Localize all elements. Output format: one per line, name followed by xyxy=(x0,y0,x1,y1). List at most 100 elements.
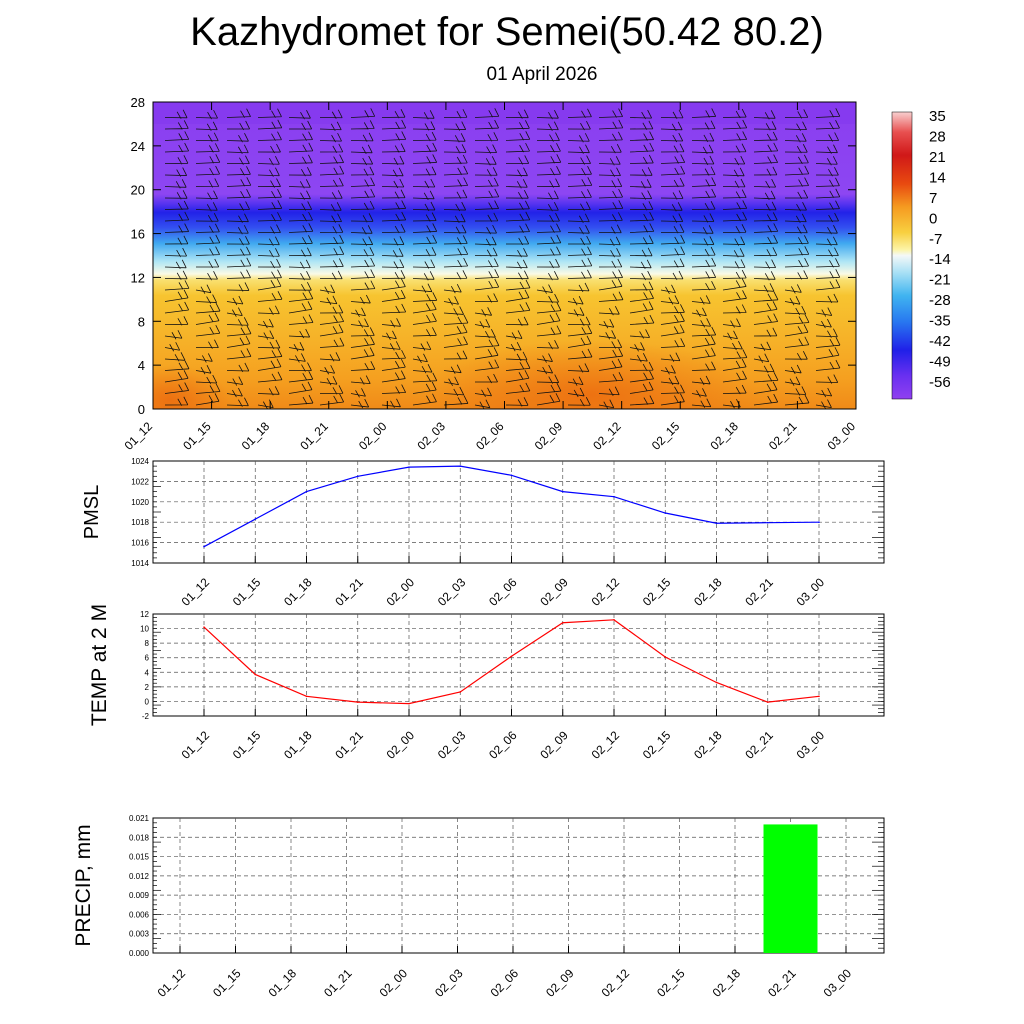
wind-barb xyxy=(815,293,839,304)
wind-barb xyxy=(412,372,438,383)
wind-barb xyxy=(536,312,561,325)
y-tick-label: 4 xyxy=(145,668,150,677)
data-point xyxy=(766,701,769,703)
plot-frame xyxy=(152,817,885,954)
wind-barb xyxy=(784,121,807,131)
wind-barb xyxy=(226,362,250,373)
wind-barb xyxy=(443,235,468,245)
y-tick-label: 1024 xyxy=(131,457,149,466)
wind-barb xyxy=(474,373,498,384)
y-tick-label: 8 xyxy=(145,639,150,648)
wind-barb xyxy=(195,393,220,406)
colorbar-label: -42 xyxy=(929,333,951,350)
wind-barb xyxy=(226,246,251,256)
wind-barb xyxy=(722,108,747,119)
x-tick-label: 02_21 xyxy=(766,419,800,453)
y-tick-label: 20 xyxy=(131,183,145,198)
wind-barb xyxy=(257,318,274,329)
y-tick-label: 1018 xyxy=(131,518,149,527)
wind-barb xyxy=(753,247,778,257)
wind-barb xyxy=(226,108,251,118)
data-point xyxy=(766,521,769,524)
wind-barb xyxy=(381,349,406,360)
wind-barb xyxy=(691,257,717,268)
wind-barb xyxy=(288,259,311,269)
wind-barb xyxy=(815,359,841,371)
y-tick-label: 10 xyxy=(140,625,149,634)
wind-barb xyxy=(350,144,373,155)
wind-barb xyxy=(443,154,468,165)
wind-barb xyxy=(629,342,645,352)
wind-barb xyxy=(350,188,376,199)
wind-barb xyxy=(753,341,772,351)
wind-barb xyxy=(722,384,747,395)
wind-barb xyxy=(350,166,375,176)
wind-barb xyxy=(598,119,624,130)
wind-barb xyxy=(598,212,623,222)
wind-barb xyxy=(257,358,282,371)
wind-barb xyxy=(257,291,283,302)
wind-barb xyxy=(474,108,500,118)
wind-barb xyxy=(412,154,438,164)
wind-barb xyxy=(567,269,592,279)
y-axis-label: PRECIP, mm xyxy=(72,824,95,946)
plot-frame xyxy=(152,460,885,564)
wind-barb xyxy=(567,108,592,118)
wind-barb xyxy=(691,388,707,398)
x-tick-label: 02_18 xyxy=(710,966,744,1000)
wind-barb xyxy=(784,324,809,337)
wind-barb xyxy=(443,395,469,406)
x-tick-label: 02_09 xyxy=(537,728,571,762)
wind-barb xyxy=(381,200,407,210)
wind-barb xyxy=(350,361,376,371)
wind-barb xyxy=(288,120,313,131)
wind-barb xyxy=(257,212,282,222)
wind-barb xyxy=(319,132,342,143)
wind-barb xyxy=(598,247,621,258)
wind-barb xyxy=(815,247,839,257)
wind-barb xyxy=(474,132,499,142)
x-tick-label: 01_21 xyxy=(332,728,366,762)
wind-barb xyxy=(629,329,650,339)
wind-barb xyxy=(567,201,591,211)
wind-barb xyxy=(257,269,282,279)
x-tick-label: 01_21 xyxy=(321,966,355,1000)
y-tick-label: 1022 xyxy=(131,477,149,486)
wind-barb xyxy=(784,386,807,396)
wind-barb xyxy=(350,213,374,223)
wind-barb xyxy=(474,156,497,166)
wind-barb xyxy=(722,178,746,189)
x-tick-label: 02_06 xyxy=(486,575,520,609)
temp2m-panel: -2 0 2 4 6 8 10 12 01_12 01_15 01_18 01_21 02_00 02_0… xyxy=(88,604,885,762)
x-tick-label: 02_06 xyxy=(473,419,507,453)
wind-barb xyxy=(567,316,591,326)
wind-barb xyxy=(629,190,653,200)
wind-barb xyxy=(195,365,212,375)
chart-title: Kazhydromet for Semei(50.42 80.2) xyxy=(190,10,824,54)
wind-barb xyxy=(443,270,468,280)
temperature-wind-cross-section: 0 4 8 12 16 20 24 28 01_12 01_15 01_18 01_21 02_00 02… xyxy=(122,95,859,453)
wind-barb xyxy=(412,142,438,153)
wind-barb xyxy=(567,225,590,235)
wind-barb xyxy=(288,381,313,394)
wind-barb xyxy=(381,330,397,340)
wind-barb xyxy=(753,201,777,212)
y-tick-label: 8 xyxy=(138,314,145,329)
wind-barb xyxy=(722,318,741,328)
wind-barb xyxy=(381,341,401,351)
pmsl-panel: 1014 1016 1018 1020 1022 1024 01_12 01_15 01_18 0… xyxy=(81,457,885,609)
y-tick-label: 0.012 xyxy=(129,872,150,881)
wind-barb xyxy=(536,202,559,212)
wind-barb xyxy=(815,328,838,338)
wind-barb xyxy=(164,316,189,326)
wind-barb xyxy=(815,156,838,166)
wind-barb xyxy=(505,279,531,291)
wind-barb xyxy=(753,313,779,325)
wind-barb xyxy=(412,353,428,363)
chart-subtitle: 01 April 2026 xyxy=(486,64,598,85)
wind-barb xyxy=(350,132,374,143)
wind-barb xyxy=(226,269,251,279)
data-point xyxy=(510,655,513,658)
wind-barb xyxy=(195,213,219,223)
wind-barb xyxy=(660,352,681,362)
